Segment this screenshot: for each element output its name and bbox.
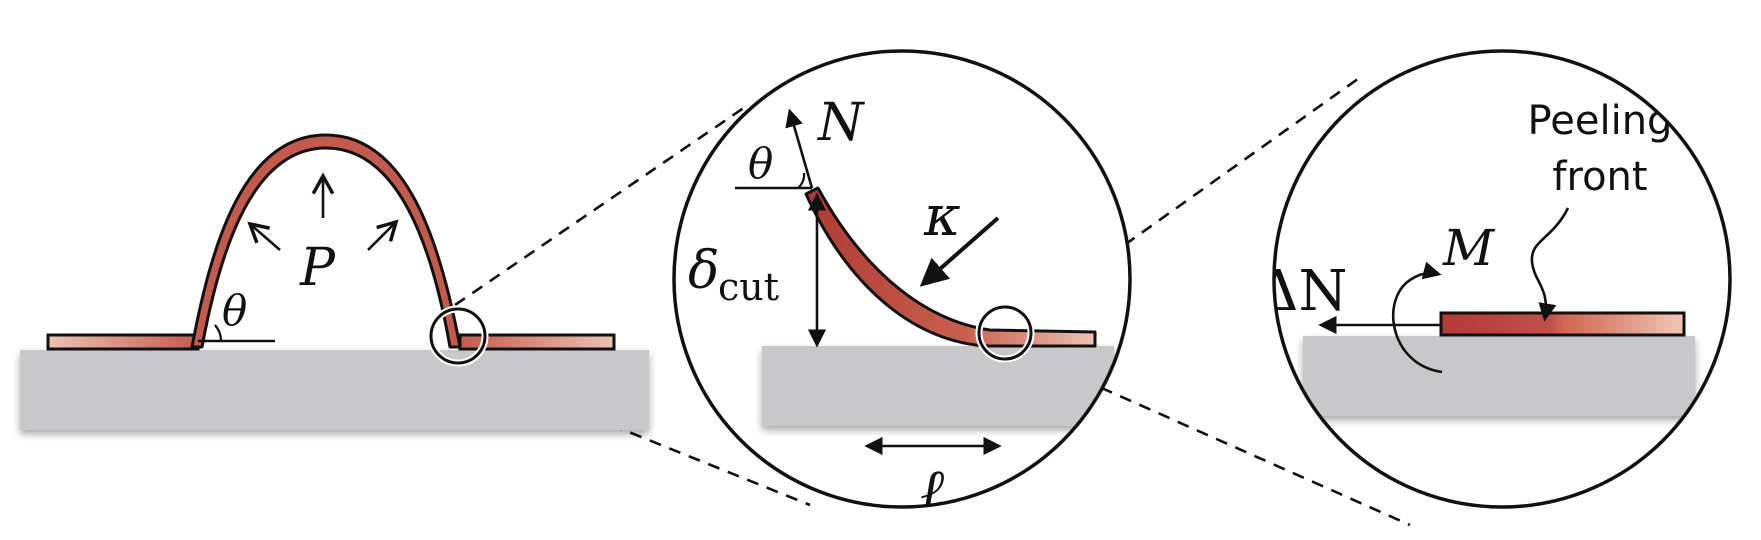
zoom-panel-right: ΔN M Peeling front: [1258, 49, 1732, 509]
pressure-arrow-left: [247, 221, 281, 251]
zoom-circle-small-left-outline: [429, 307, 487, 365]
delta-n-label: ΔN: [1258, 259, 1347, 324]
peeling-label-line2: front: [1552, 154, 1647, 200]
zoom-circle-middle: [672, 49, 1132, 509]
blister-film: [190, 133, 462, 349]
delta-label: δ: [688, 241, 719, 301]
zoom-line-upper-1: [454, 103, 749, 307]
normal-force-arrow: [785, 108, 814, 189]
angle-label: θ: [222, 286, 247, 335]
substrate-right: [1303, 336, 1695, 416]
moment-arrow: [1391, 261, 1443, 374]
theta-arc-middle: [797, 172, 806, 189]
pressure-label: P: [299, 238, 336, 298]
pressure-arrow-right: [367, 219, 399, 251]
angle-arc: [214, 324, 223, 342]
peeling-front-pointer: [1530, 207, 1570, 322]
film-peeling: [1439, 311, 1686, 337]
theta-label-middle: θ: [748, 139, 773, 188]
moment-label: M: [1442, 219, 1496, 277]
length-subscript: ∗: [953, 484, 980, 530]
bending-film: [804, 186, 1097, 348]
delta-subscript: cut: [718, 265, 779, 309]
blister-panel: θ P: [20, 133, 649, 430]
substrate-left: [20, 350, 649, 430]
curvature-arrow: [919, 216, 1000, 287]
substrate-middle: [762, 346, 1114, 426]
curvature-label: κ: [923, 184, 961, 249]
film-flat-left: [46, 333, 200, 351]
normal-force-label: N: [816, 93, 865, 153]
zoom-circle-small-middle: [977, 305, 1033, 361]
zoom-panel-middle: θ N δ cut κ ℓ ∗: [672, 49, 1132, 530]
length-label: ℓ: [920, 456, 944, 524]
zoom-circle-right: [1272, 49, 1732, 509]
